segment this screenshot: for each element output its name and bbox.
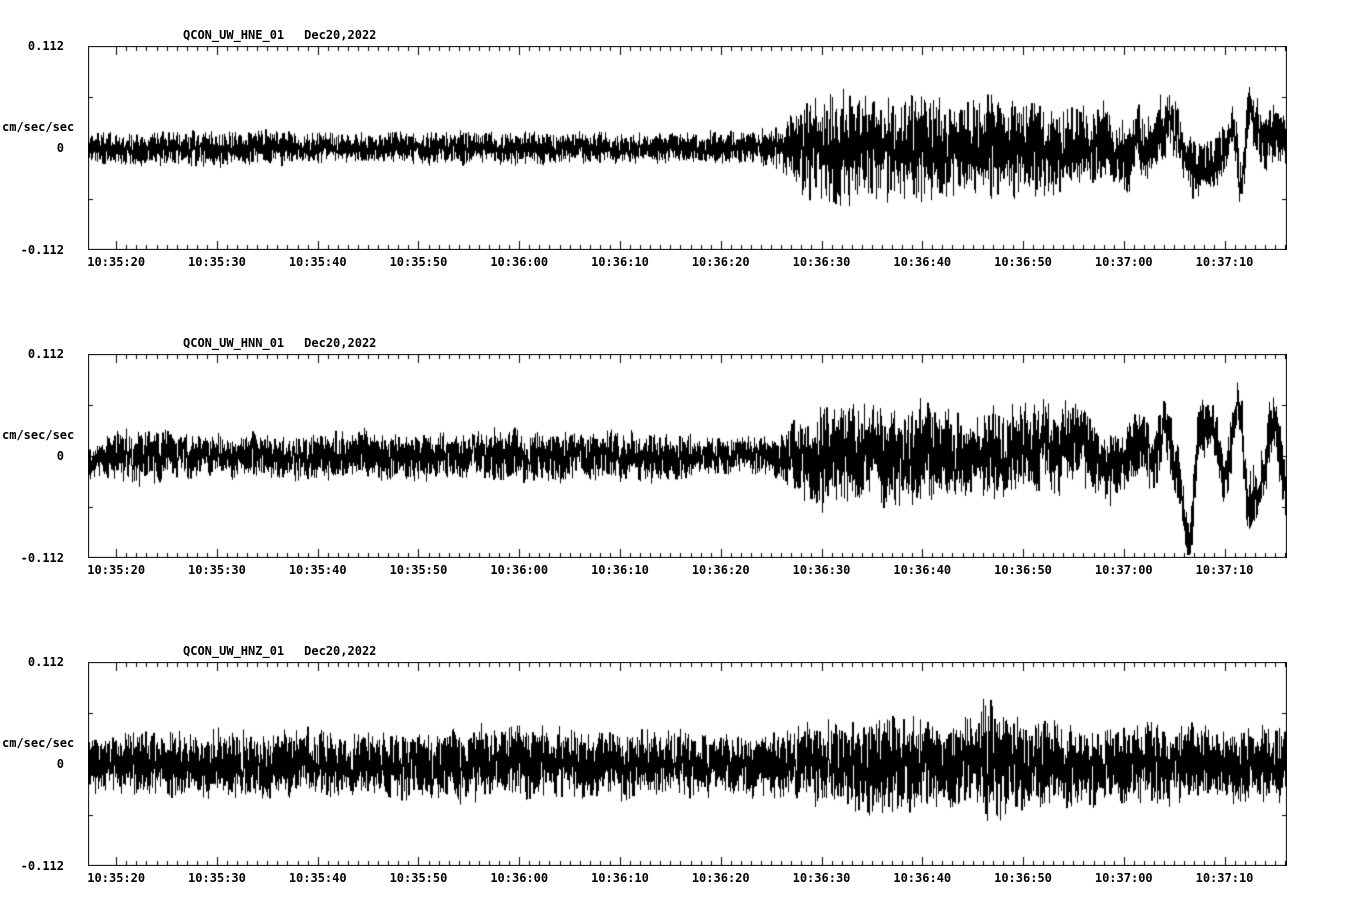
- y-tick-label-zero: 0: [56, 757, 64, 771]
- x-tick-label: 10:36:30: [792, 563, 851, 577]
- x-tick-label: 10:35:20: [87, 255, 146, 269]
- y-tick-label-zero: 0: [56, 141, 64, 155]
- x-tick-label: 10:37:10: [1195, 871, 1254, 885]
- x-tick-label: 10:37:00: [1094, 563, 1153, 577]
- trace-title: QCON_UW_HNZ_01: [183, 644, 285, 658]
- x-tick-label: 10:35:30: [188, 255, 246, 269]
- waveform-canvas-hnz: [88, 662, 1287, 866]
- x-tick-label: 10:35:40: [288, 255, 347, 269]
- x-tick-label: 10:37:10: [1195, 563, 1254, 577]
- x-tick-label: 10:37:00: [1094, 871, 1153, 885]
- trace-date: Dec20,2022: [304, 336, 377, 350]
- x-tick-label: 10:35:20: [87, 563, 146, 577]
- x-tick-label: 10:36:30: [792, 871, 851, 885]
- x-tick-label: 10:35:20: [87, 871, 146, 885]
- trace-title: QCON_UW_HNN_01: [183, 336, 285, 350]
- y-tick-label-max: 0.112: [27, 39, 64, 53]
- trace-panel-hnn: QCON_UW_HNN_01 Dec20,2022 0.112 cm/sec/se…: [0, 308, 1358, 616]
- x-tick-label: 10:35:30: [188, 871, 246, 885]
- x-tick-label: 10:35:50: [389, 255, 448, 269]
- x-tick-label: 10:35:40: [288, 871, 347, 885]
- waveform-canvas-hne: [88, 46, 1287, 250]
- y-axis-units: cm/sec/sec: [2, 428, 75, 442]
- x-tick-label: 10:35:30: [188, 563, 246, 577]
- trace-title: QCON_UW_HNE_01: [183, 28, 285, 42]
- x-tick-label: 10:35:40: [288, 563, 347, 577]
- x-tick-label: 10:35:50: [389, 871, 448, 885]
- trace-date: Dec20,2022: [304, 28, 377, 42]
- trace-date: Dec20,2022: [304, 644, 377, 658]
- y-tick-label-min: -0.112: [20, 243, 64, 257]
- y-tick-label-max: 0.112: [27, 347, 64, 361]
- x-tick-label: 10:36:50: [994, 255, 1052, 269]
- y-axis-units: cm/sec/sec: [2, 120, 75, 134]
- x-tick-label: 10:35:50: [389, 563, 448, 577]
- x-tick-label: 10:36:40: [893, 563, 952, 577]
- x-tick-label: 10:36:20: [691, 871, 750, 885]
- y-tick-label-min: -0.112: [20, 551, 64, 565]
- trace-panel-hnz: QCON_UW_HNZ_01 Dec20,2022 0.112 cm/sec/se…: [0, 616, 1358, 924]
- waveform-canvas-hnn: [88, 354, 1287, 558]
- panel-title-row: QCON_UW_HNZ_01 Dec20,2022: [183, 644, 376, 658]
- x-tick-label: 10:36:30: [792, 255, 851, 269]
- y-axis-units: cm/sec/sec: [2, 736, 75, 750]
- x-tick-label: 10:36:40: [893, 255, 952, 269]
- panel-title-row: QCON_UW_HNE_01 Dec20,2022: [183, 28, 376, 42]
- x-tick-label: 10:36:50: [994, 871, 1052, 885]
- x-tick-label: 10:36:10: [591, 871, 649, 885]
- x-tick-label: 10:36:20: [691, 563, 750, 577]
- x-tick-label: 10:36:00: [490, 255, 549, 269]
- x-tick-label: 10:37:00: [1094, 255, 1153, 269]
- x-tick-label: 10:37:10: [1195, 255, 1254, 269]
- y-tick-label-zero: 0: [56, 449, 64, 463]
- x-axis-labels: 10:35:20 10:35:30 10:35:40 10:35:50 10:36:00…: [0, 308, 1358, 616]
- x-axis-labels: 10:35:20 10:35:30 10:35:40 10:35:50 10:36:00…: [0, 0, 1358, 308]
- x-tick-label: 10:36:10: [591, 563, 649, 577]
- x-tick-label: 10:36:20: [691, 255, 750, 269]
- y-tick-label-min: -0.112: [20, 859, 64, 873]
- x-tick-label: 10:36:40: [893, 871, 952, 885]
- y-tick-label-max: 0.112: [27, 655, 64, 669]
- x-tick-label: 10:36:00: [490, 871, 549, 885]
- x-axis-labels: 10:35:20 10:35:30 10:35:40 10:35:50 10:36:00…: [0, 616, 1358, 924]
- x-tick-label: 10:36:00: [490, 563, 549, 577]
- trace-panel-hne: QCON_UW_HNE_01 Dec20,2022 0.112 cm/sec/se…: [0, 0, 1358, 308]
- x-tick-label: 10:36:10: [591, 255, 649, 269]
- panel-title-row: QCON_UW_HNN_01 Dec20,2022: [183, 336, 376, 350]
- x-tick-label: 10:36:50: [994, 563, 1052, 577]
